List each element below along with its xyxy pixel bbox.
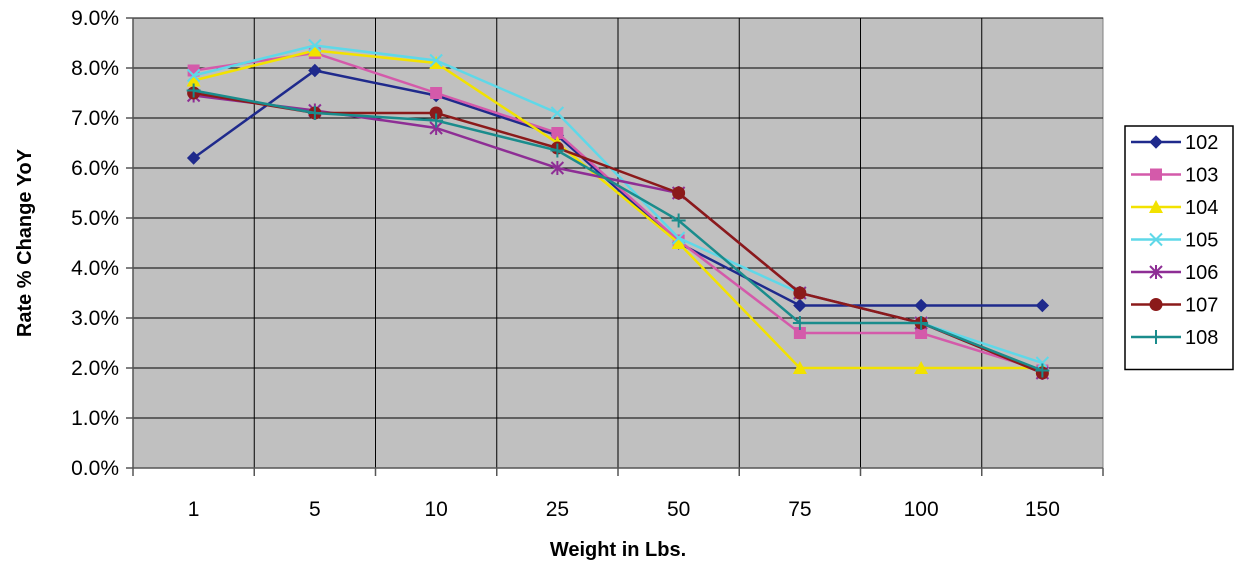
data-point-104 (307, 43, 322, 57)
legend-marker-105 (1149, 232, 1163, 247)
legend-marker-106 (1149, 265, 1163, 279)
y-tick-label: 9.0% (71, 7, 119, 30)
data-point-108 (792, 316, 807, 330)
data-point-108 (550, 143, 565, 158)
data-point-107 (429, 106, 443, 120)
data-point-102 (186, 151, 201, 165)
data-point-108 (307, 106, 322, 120)
legend-marker-102 (1149, 135, 1163, 149)
series-108 (186, 83, 1050, 378)
data-point-102 (1035, 298, 1050, 313)
legend-item-107: 107 (1131, 295, 1218, 317)
legend-item-104: 104 (1131, 197, 1218, 219)
legend-marker-108 (1149, 330, 1163, 344)
x-tick-label: 10 (424, 498, 447, 521)
x-tick-label: 1 (188, 498, 200, 521)
y-tick-label: 0.0% (71, 457, 119, 480)
legend-item-103: 103 (1131, 165, 1218, 187)
data-point-104 (186, 73, 201, 87)
legend-label: 106 (1185, 262, 1218, 284)
x-tick-label: 5 (309, 498, 321, 521)
legend-marker-104 (1149, 200, 1163, 213)
data-point-108 (186, 83, 201, 98)
y-axis-tick-labels: 0.0% 1.0% 2.0% 3.0% 4.0% 5.0% 6.0% 7.0% 8.0% 9.0% (71, 7, 119, 480)
data-point-104 (914, 361, 929, 374)
legend-item-102: 102 (1131, 132, 1218, 154)
series-line-108 (193, 89, 1043, 372)
data-point-105 (186, 68, 201, 83)
data-point-105 (1035, 356, 1050, 370)
legend-label: 105 (1185, 230, 1218, 252)
legend-marker-103 (1150, 168, 1162, 181)
data-point-108 (1035, 363, 1050, 378)
y-tick-label: 4.0% (71, 257, 119, 280)
data-point-108 (671, 213, 686, 228)
x-tick-label: 100 (904, 498, 939, 521)
legend-label: 104 (1185, 197, 1218, 219)
data-point-103 (915, 327, 928, 339)
legend-marker-107 (1149, 298, 1163, 311)
data-point-103 (430, 87, 443, 99)
data-point-107 (793, 286, 807, 300)
data-point-104 (429, 56, 444, 69)
data-point-104 (792, 361, 807, 374)
y-tick-label: 7.0% (71, 107, 119, 130)
y-tick-label: 6.0% (71, 157, 119, 180)
data-point-108 (429, 113, 444, 128)
y-tick-label: 2.0% (71, 357, 119, 380)
data-point-105 (550, 106, 565, 120)
series-lines (186, 38, 1050, 380)
y-tick-label: 8.0% (71, 57, 119, 80)
x-tick-label: 25 (546, 498, 569, 521)
data-point-103 (551, 127, 564, 139)
data-point-102 (914, 298, 928, 313)
data-point-105 (671, 231, 686, 245)
x-tick-label: 75 (788, 498, 811, 521)
y-tick-label: 5.0% (71, 207, 119, 230)
legend-label: 103 (1185, 165, 1218, 187)
data-point-106 (550, 161, 565, 175)
legend-label: 108 (1185, 327, 1218, 349)
data-point-105 (308, 38, 322, 53)
data-point-102 (793, 298, 807, 313)
legend-label: 102 (1185, 132, 1218, 154)
x-tick-label: 50 (667, 498, 690, 521)
data-point-103 (793, 327, 806, 339)
data-point-108 (914, 316, 929, 330)
y-tick-label: 3.0% (71, 307, 119, 330)
data-point-102 (308, 63, 322, 78)
legend: 102 103 104 105 106 107 108 (1124, 125, 1234, 371)
axes (126, 17, 1104, 476)
legend-item-106: 106 (1131, 262, 1218, 284)
series-line-102 (192, 69, 1043, 307)
data-point-105 (429, 53, 443, 68)
x-axis-title: Weight in Lbs. (550, 539, 686, 561)
legend-label: 107 (1185, 295, 1218, 317)
y-tick-label: 1.0% (71, 407, 119, 430)
x-axis-tick-labels: 1 5 10 25 50 75 100 150 (188, 498, 1060, 521)
data-point-107 (672, 186, 686, 200)
x-tick-label: 150 (1025, 498, 1060, 521)
legend-item-105: 105 (1131, 230, 1218, 252)
legend-item-108: 108 (1131, 327, 1218, 349)
y-axis-title: Rate % Change YoY (14, 148, 36, 337)
data-point-104 (671, 236, 686, 249)
legend-box (1124, 125, 1234, 371)
series-line-104 (193, 49, 1043, 370)
